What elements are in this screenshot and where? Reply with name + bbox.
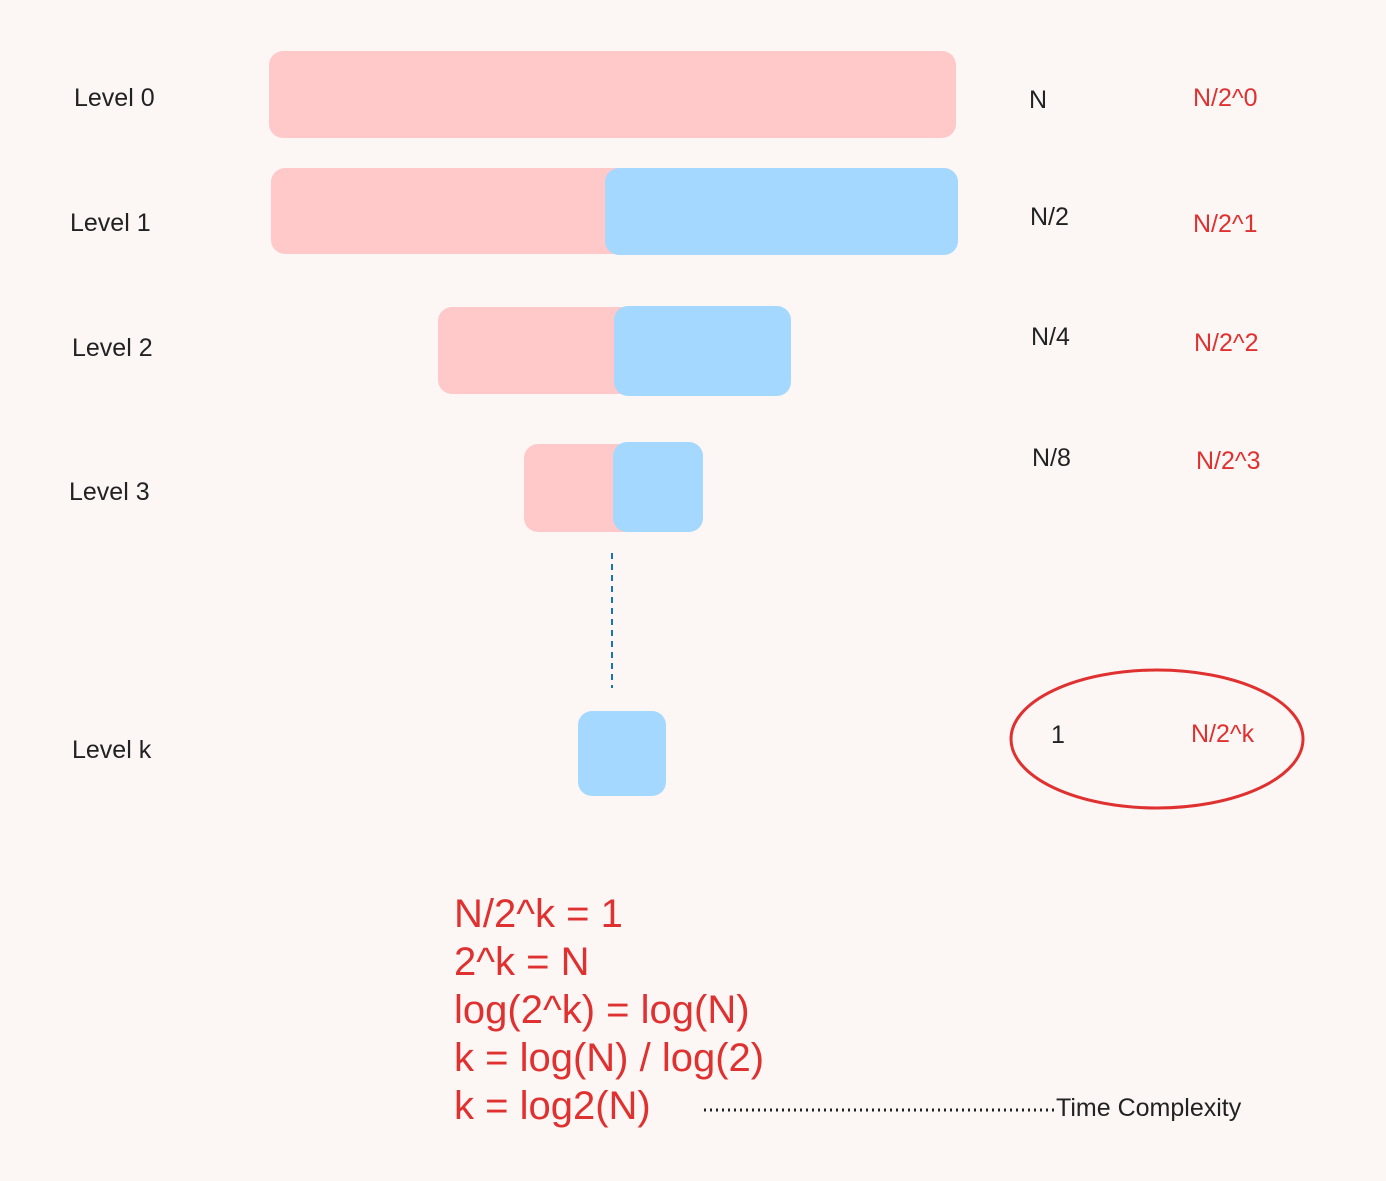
level-k-label: Level k: [72, 736, 152, 764]
level-2-right-segment: [614, 306, 791, 396]
equation-line: k = log(N) / log(2): [454, 1036, 765, 1080]
equation-line: N/2^k = 1: [454, 892, 623, 936]
base-case-highlight-ellipse: [1009, 668, 1305, 810]
level-3-label: Level 3: [69, 478, 150, 506]
level-1-formula: N/2^1: [1193, 210, 1258, 238]
level-k-segment: [578, 711, 666, 796]
level-0-segment: [269, 51, 956, 138]
level-2-formula: N/2^2: [1194, 329, 1259, 357]
level-3-formula: N/2^3: [1196, 447, 1261, 475]
level-0-label: Level 0: [74, 84, 155, 112]
equation-line: log(2^k) = log(N): [454, 988, 750, 1032]
level-1-size: N/2: [1030, 203, 1069, 231]
level-1-right-segment: [605, 168, 958, 255]
level-k-formula: N/2^k: [1191, 720, 1255, 748]
level-3-right-segment: [613, 442, 703, 532]
equation-line: k = log2(N): [454, 1084, 651, 1128]
level-2-label: Level 2: [72, 334, 153, 362]
level-3-size: N/8: [1032, 444, 1071, 472]
level-0-formula: N/2^0: [1193, 84, 1258, 112]
derivation-block: N/2^k = 1 2^k = N log(2^k) = log(N) k = …: [454, 890, 764, 1130]
time-complexity-note: Time Complexity: [1056, 1094, 1242, 1122]
level-0-size: N: [1029, 86, 1048, 114]
equation-line: 2^k = N: [454, 940, 590, 984]
level-k-size: 1: [1051, 721, 1065, 749]
level-2-size: N/4: [1031, 323, 1070, 351]
level-1-label: Level 1: [70, 209, 151, 237]
